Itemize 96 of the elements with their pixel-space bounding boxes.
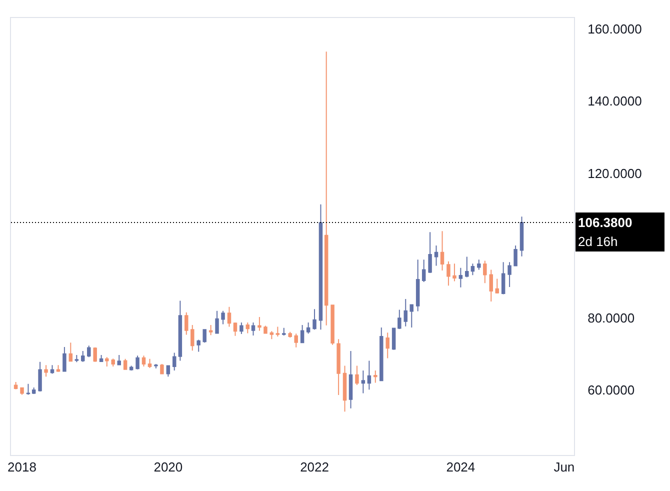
x-tick-label: 2024 — [446, 460, 476, 475]
x-tick-label: 2020 — [154, 460, 183, 475]
candlestick — [202, 329, 206, 344]
x-tick-label: 2018 — [8, 460, 36, 475]
candlestick — [50, 364, 54, 374]
candlestick — [330, 304, 334, 346]
candlestick — [342, 365, 347, 412]
candlestick — [142, 355, 146, 368]
candlestick — [514, 245, 518, 267]
candlestick — [20, 386, 24, 396]
candlestick — [123, 358, 128, 370]
candlestick — [38, 361, 42, 392]
candlestick — [452, 263, 456, 282]
candlestick — [422, 259, 426, 283]
candlestick — [117, 354, 121, 366]
candlestick — [416, 259, 420, 312]
candlestick — [404, 298, 408, 327]
x-tick-label: Jun — [554, 460, 575, 475]
candlestick — [166, 365, 170, 378]
y-tick-label: 120.0000 — [588, 166, 642, 181]
candlestick — [470, 263, 475, 276]
candlestick — [428, 232, 432, 274]
candlestick — [288, 331, 292, 338]
candlestick — [56, 364, 60, 372]
candlestick — [324, 51, 328, 326]
candlestick — [93, 346, 97, 362]
candlestick — [81, 350, 85, 362]
candlestick — [520, 216, 524, 257]
candlestick — [446, 260, 450, 286]
y-tick-label: 60.0000 — [588, 382, 635, 398]
candlestick — [196, 339, 200, 352]
candlestick — [410, 304, 414, 328]
candlestick — [374, 370, 378, 384]
ref-line-label: 106.3800 — [578, 215, 632, 230]
candlestick — [99, 354, 104, 362]
candlestick — [483, 260, 487, 284]
candlestick — [465, 256, 469, 278]
candlestick — [26, 383, 30, 396]
y-tick-label: 80.0000 — [588, 310, 635, 326]
candlestick — [184, 312, 188, 336]
candlestick — [74, 354, 79, 363]
candlestick — [380, 327, 384, 382]
candlestick — [129, 365, 134, 370]
candlestick — [392, 328, 396, 350]
candlestick — [300, 324, 304, 344]
candlestick — [215, 310, 219, 334]
candlestick — [398, 309, 402, 330]
candlestick — [68, 342, 73, 362]
candlestick — [154, 363, 158, 369]
candlestick — [367, 360, 372, 390]
y-tick-label: 140.0000 — [588, 94, 642, 109]
candlestick — [386, 332, 390, 359]
candlestick — [336, 338, 340, 396]
candlestick — [477, 259, 481, 270]
candlestick — [276, 326, 280, 338]
candlestick — [227, 306, 232, 328]
candlestick — [105, 356, 109, 368]
candlestick — [355, 365, 359, 386]
candlestick — [440, 230, 444, 271]
candlestick — [246, 322, 250, 334]
candlestick — [160, 363, 164, 375]
candlestick — [190, 324, 194, 352]
candlestick — [172, 352, 176, 371]
candlestick — [208, 324, 213, 336]
candlestick — [282, 327, 286, 336]
candlestick — [312, 308, 316, 330]
candlestick — [306, 322, 310, 334]
candlestick — [264, 325, 268, 334]
candlestick — [14, 382, 18, 390]
candlestick — [221, 310, 225, 325]
text: 2d 16h — [578, 234, 618, 249]
candlestick — [348, 350, 353, 409]
candlestick — [111, 358, 115, 368]
candlestick — [148, 358, 152, 368]
candlestick — [251, 322, 256, 336]
candlestick — [136, 355, 140, 370]
candlestick — [258, 316, 262, 332]
candlestick — [294, 333, 298, 348]
candlestick — [62, 346, 66, 372]
y-tick-label: 160.0000 — [588, 21, 642, 36]
candlestick — [495, 278, 499, 294]
candlestick — [508, 262, 512, 288]
candlestick — [32, 386, 36, 394]
candlestick — [434, 245, 438, 266]
candlestick — [178, 300, 182, 362]
candlestick — [270, 330, 274, 340]
candlestick — [361, 370, 366, 394]
candlestick — [44, 364, 48, 378]
candlestick — [240, 322, 244, 335]
candlestick — [318, 204, 323, 330]
x-tick-label: 2022 — [300, 460, 329, 475]
candlestick — [489, 269, 493, 302]
candlestick — [87, 345, 91, 358]
candlestick — [233, 322, 238, 336]
candlestick — [458, 267, 463, 288]
candlestick — [501, 262, 506, 295]
